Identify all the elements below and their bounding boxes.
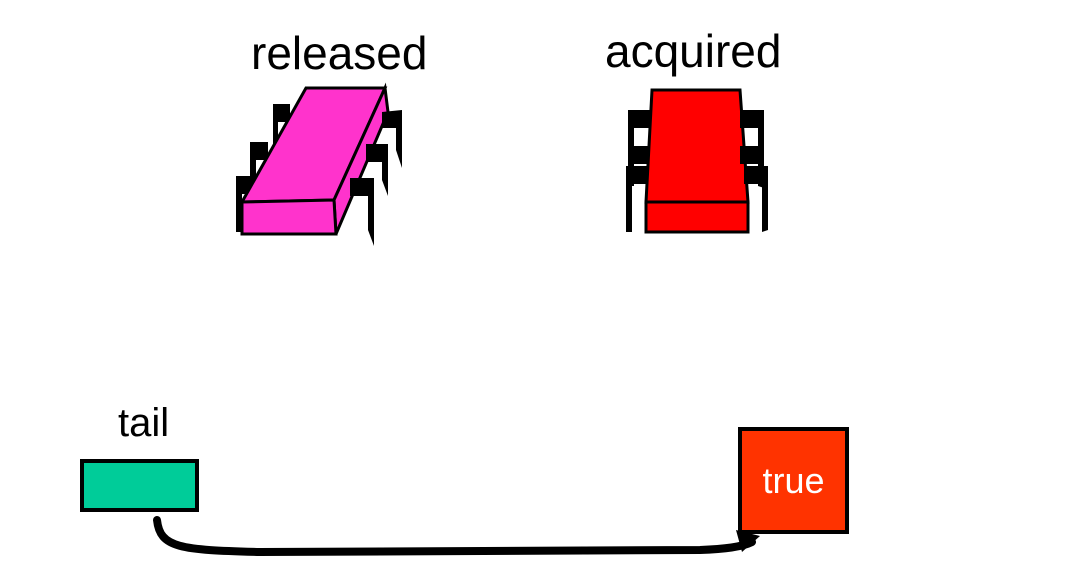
acquired-chip-top-face <box>644 88 750 204</box>
acquired-chip-left-pins <box>626 110 652 232</box>
released-chip-front-pins <box>350 110 402 246</box>
arrowhead <box>736 530 760 552</box>
true-node-label: true <box>762 459 825 501</box>
released-label: released <box>251 27 428 79</box>
acquired-lock-chip-icon <box>626 88 768 234</box>
tail-label: tail <box>118 401 170 445</box>
tail-node <box>80 459 199 512</box>
released-chip-front-face <box>240 198 338 236</box>
acquired-chip-front-face <box>644 200 750 234</box>
true-node: true <box>738 427 849 534</box>
acquired-chip-right-pins <box>740 110 768 232</box>
tail-to-true-arrow <box>153 516 760 557</box>
released-lock-chip-icon <box>236 82 402 246</box>
acquired-label: acquired <box>605 25 782 77</box>
